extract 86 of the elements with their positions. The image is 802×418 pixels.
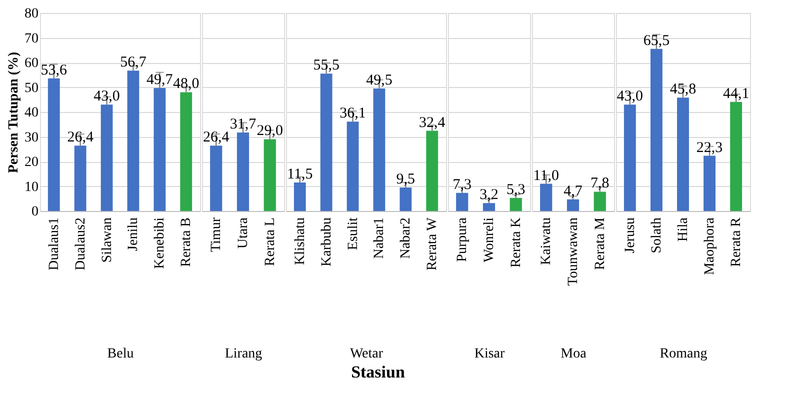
data-label: 45,8	[670, 82, 696, 98]
x-tick-label: Maophora	[702, 216, 718, 276]
x-tick-label: Rerata R	[729, 216, 744, 267]
data-label: 9,5	[396, 171, 416, 188]
data-label: 55,5	[313, 58, 340, 74]
data-label: 7,8	[590, 176, 610, 192]
x-tick-label: Nabar2	[398, 218, 414, 259]
data-label: 4,7	[564, 183, 583, 200]
x-axis-title: Kisar	[474, 346, 505, 362]
y-tick-label: 0	[32, 204, 38, 220]
x-tick-label: Utara	[236, 216, 251, 249]
bar	[400, 187, 412, 211]
y-tick-label: 60	[24, 56, 38, 71]
x-tick-label: Dualaus2	[73, 218, 88, 270]
data-label: 65,5	[643, 32, 670, 49]
bar	[650, 48, 662, 211]
data-label: 29,0	[256, 123, 284, 140]
x-tick-label: Rerata W	[425, 216, 440, 270]
bar	[154, 88, 166, 211]
text: Stasiun	[351, 362, 406, 382]
data-label: 11,5	[287, 166, 313, 183]
data-label: 53,6	[40, 62, 68, 78]
x-tick-label: Nabar1	[372, 218, 388, 259]
y-tick-label: 10	[24, 180, 38, 195]
bar	[373, 88, 386, 211]
data-label: 49,5	[366, 72, 392, 88]
x-tick-label: Esulit	[346, 217, 361, 250]
y-axis-title: Persen Tutupan (%)	[6, 51, 22, 174]
bar	[100, 104, 113, 211]
bar	[294, 182, 306, 211]
data-label: 48,0	[172, 76, 200, 92]
x-axis-title: Wetar	[350, 346, 384, 362]
y-tick-label: 80	[24, 6, 38, 22]
y-tick-label: 30	[24, 130, 38, 146]
y-tick-label: 20	[24, 155, 38, 170]
data-label: 32,4	[418, 114, 446, 131]
bar	[346, 122, 359, 211]
data-label: 49,7	[146, 72, 174, 88]
bar	[180, 92, 192, 211]
bar	[48, 78, 60, 211]
x-tick-label: Karbubu	[319, 218, 334, 266]
data-label: 31,7	[230, 116, 257, 133]
x-tick-label: Jenilu	[126, 218, 142, 251]
data-label: 22,3	[696, 140, 723, 156]
data-label: 36,1	[340, 106, 366, 122]
x-axis-title: Moa	[560, 346, 588, 362]
bar	[624, 104, 636, 211]
x-axis-title: Belu	[107, 346, 134, 362]
data-label: 26,4	[202, 130, 230, 146]
data-label: 44,1	[722, 86, 750, 102]
x-tick-label: Tounwawan	[566, 218, 581, 286]
data-label: 3,2	[480, 187, 498, 204]
data-label: 43,0	[94, 88, 120, 105]
x-tick-label: Klishatu	[292, 218, 308, 265]
x-tick-label: Rerata K	[508, 218, 524, 268]
x-tick-label: Hila	[676, 216, 691, 242]
data-label: 11,0	[533, 168, 559, 184]
x-tick-label: Rerata M	[592, 216, 608, 270]
x-axis-title: Lirang	[224, 346, 262, 362]
data-label: 7,3	[452, 176, 472, 193]
data-label: 56,7	[120, 54, 147, 71]
x-tick-label: Rerata B	[179, 218, 194, 267]
y-tick-label: 40	[24, 106, 38, 120]
bar	[426, 130, 438, 211]
bar	[677, 98, 689, 211]
x-tick-label: Kenebibi	[152, 217, 168, 269]
bar	[730, 102, 742, 211]
x-tick-label: Wonreli	[482, 217, 497, 262]
bar	[74, 146, 86, 211]
data-label: 43,0	[616, 88, 644, 105]
data-label: 26,4	[67, 130, 94, 146]
data-label: 5,3	[506, 182, 526, 198]
y-tick-label: 50	[24, 80, 38, 96]
y-tick-label: 70	[24, 31, 38, 46]
x-tick-label: Solath	[649, 218, 664, 254]
bar	[704, 156, 716, 211]
x-axis-title: Romang	[660, 346, 708, 362]
x-tick-label: Kaiwatu	[539, 218, 554, 265]
x-tick-label: Purpura	[455, 216, 470, 262]
x-tick-label: Silawan	[100, 218, 115, 263]
bar	[127, 70, 140, 211]
bar	[320, 74, 332, 211]
x-tick-label: Rerata L	[262, 218, 278, 266]
x-tick-label: Timur	[209, 217, 224, 252]
x-tick-label: Jerusu	[622, 218, 638, 254]
x-tick-label: Dualaus1	[46, 218, 62, 270]
